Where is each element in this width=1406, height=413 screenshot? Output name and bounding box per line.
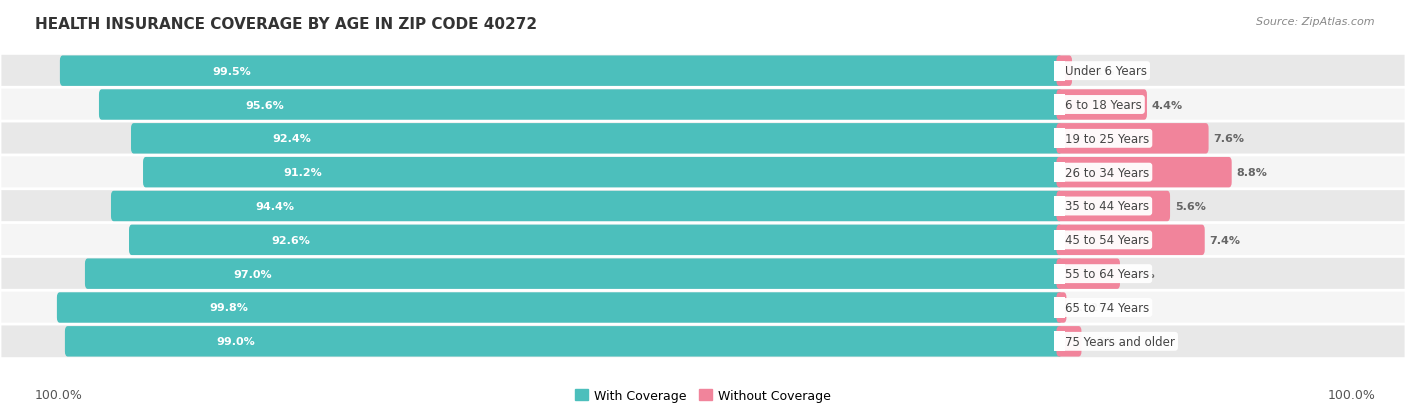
Text: 8.8%: 8.8% [1236, 168, 1267, 178]
Text: 1.0%: 1.0% [1087, 337, 1116, 347]
Text: Source: ZipAtlas.com: Source: ZipAtlas.com [1257, 17, 1375, 26]
Text: 5.6%: 5.6% [1175, 202, 1206, 211]
FancyBboxPatch shape [0, 189, 1406, 224]
FancyBboxPatch shape [1056, 326, 1081, 357]
Text: 75 Years and older: 75 Years and older [1066, 335, 1175, 348]
Bar [1053, 331, 1066, 351]
Bar [1053, 298, 1066, 318]
Text: 0.51%: 0.51% [1077, 66, 1115, 76]
Bar [1053, 196, 1066, 217]
FancyBboxPatch shape [0, 156, 1406, 190]
Text: 45 to 54 Years: 45 to 54 Years [1066, 234, 1149, 247]
Bar [1053, 62, 1066, 82]
FancyBboxPatch shape [0, 324, 1406, 359]
FancyBboxPatch shape [0, 122, 1406, 156]
Text: 91.2%: 91.2% [283, 168, 322, 178]
Text: 99.0%: 99.0% [217, 337, 256, 347]
Text: 35 to 44 Years: 35 to 44 Years [1066, 200, 1149, 213]
Text: 26 to 34 Years: 26 to 34 Years [1066, 166, 1149, 179]
Text: 95.6%: 95.6% [246, 100, 284, 110]
Text: 3.0%: 3.0% [1125, 269, 1156, 279]
Bar [1053, 264, 1066, 284]
FancyBboxPatch shape [1056, 90, 1147, 121]
FancyBboxPatch shape [98, 90, 1062, 121]
FancyBboxPatch shape [84, 259, 1062, 289]
Text: 0.22%: 0.22% [1071, 303, 1109, 313]
FancyBboxPatch shape [143, 158, 1062, 188]
FancyBboxPatch shape [0, 54, 1406, 89]
Text: 6 to 18 Years: 6 to 18 Years [1066, 99, 1142, 112]
Text: 55 to 64 Years: 55 to 64 Years [1066, 268, 1149, 280]
Bar [1053, 230, 1066, 250]
Bar [1053, 129, 1066, 149]
Text: 94.4%: 94.4% [256, 202, 295, 211]
Bar [1053, 95, 1066, 115]
FancyBboxPatch shape [1056, 225, 1205, 255]
FancyBboxPatch shape [0, 290, 1406, 325]
FancyBboxPatch shape [1056, 158, 1232, 188]
FancyBboxPatch shape [131, 124, 1062, 154]
Text: 100.0%: 100.0% [1327, 388, 1375, 401]
FancyBboxPatch shape [129, 225, 1062, 255]
Bar [1053, 163, 1066, 183]
Text: 100.0%: 100.0% [35, 388, 83, 401]
FancyBboxPatch shape [111, 191, 1062, 222]
Text: 92.6%: 92.6% [271, 235, 309, 245]
Text: 92.4%: 92.4% [273, 134, 312, 144]
FancyBboxPatch shape [1056, 124, 1209, 154]
Text: 97.0%: 97.0% [233, 269, 273, 279]
Text: Under 6 Years: Under 6 Years [1066, 65, 1147, 78]
FancyBboxPatch shape [1056, 191, 1170, 222]
FancyBboxPatch shape [1056, 56, 1071, 87]
FancyBboxPatch shape [1056, 259, 1121, 289]
Text: HEALTH INSURANCE COVERAGE BY AGE IN ZIP CODE 40272: HEALTH INSURANCE COVERAGE BY AGE IN ZIP … [35, 17, 537, 31]
FancyBboxPatch shape [0, 88, 1406, 123]
Legend: With Coverage, Without Coverage: With Coverage, Without Coverage [571, 384, 835, 407]
FancyBboxPatch shape [0, 257, 1406, 291]
Text: 7.4%: 7.4% [1209, 235, 1240, 245]
Text: 7.6%: 7.6% [1213, 134, 1244, 144]
FancyBboxPatch shape [1056, 292, 1066, 323]
FancyBboxPatch shape [0, 223, 1406, 257]
Text: 4.4%: 4.4% [1152, 100, 1182, 110]
FancyBboxPatch shape [56, 292, 1062, 323]
FancyBboxPatch shape [60, 56, 1062, 87]
Text: 99.8%: 99.8% [209, 303, 249, 313]
Text: 99.5%: 99.5% [212, 66, 252, 76]
Text: 19 to 25 Years: 19 to 25 Years [1066, 133, 1149, 145]
Text: 65 to 74 Years: 65 to 74 Years [1066, 301, 1149, 314]
FancyBboxPatch shape [65, 326, 1062, 357]
